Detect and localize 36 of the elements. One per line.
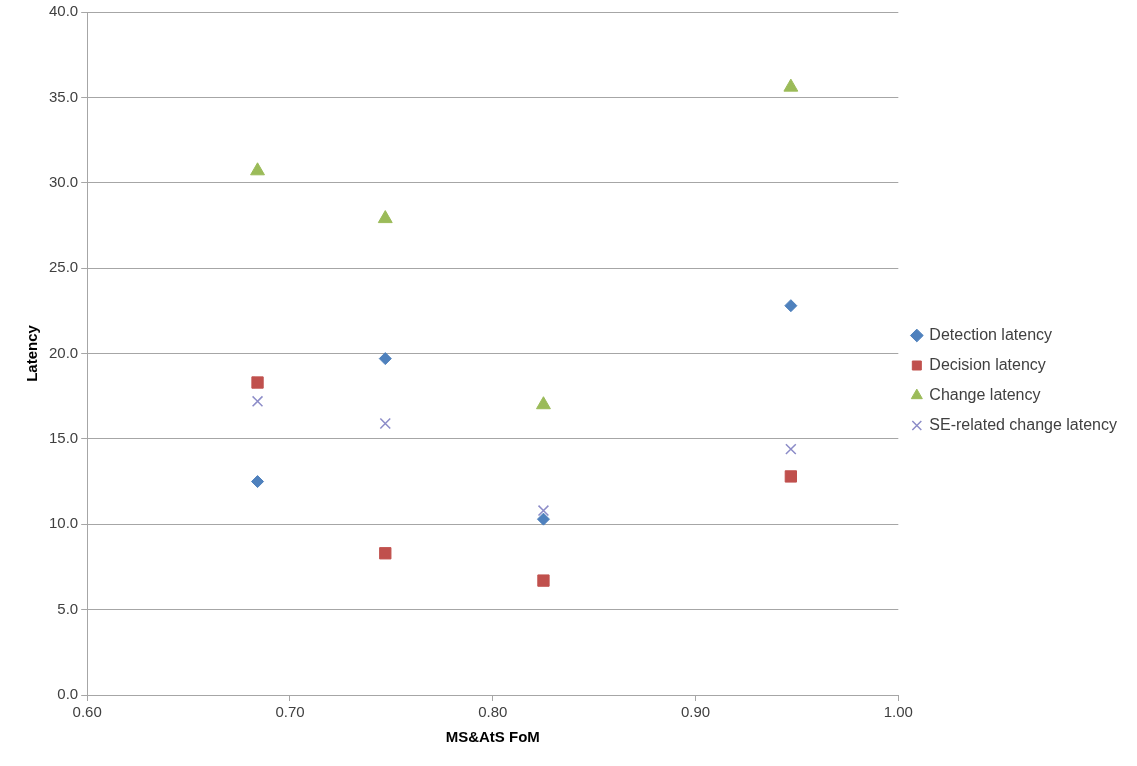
point: [536, 396, 551, 410]
point: [537, 574, 550, 587]
point: [377, 210, 393, 224]
y-axis-title: Latency: [23, 324, 41, 382]
point: [783, 78, 799, 92]
x-tick-label: 0.60: [72, 703, 102, 721]
y-tick-label: 30.0: [48, 172, 79, 190]
point: [250, 162, 265, 176]
y-tick-label: 10.0: [48, 514, 79, 532]
y-tick-label: 5.0: [57, 599, 79, 617]
point: [378, 352, 392, 366]
point: [785, 443, 797, 455]
y-tick-label: 35.0: [48, 87, 79, 105]
point: [251, 475, 265, 489]
x-tick-label: 0.80: [478, 703, 508, 721]
point: [251, 395, 264, 408]
x-tick-label: 0.70: [275, 703, 305, 721]
legend-label: Change latency: [929, 385, 1041, 403]
point: [784, 470, 798, 483]
point: [537, 504, 550, 517]
y-tick-label: 40.0: [48, 2, 79, 20]
point: [536, 512, 550, 526]
point: [379, 417, 391, 430]
x-tick-label: 0.90: [680, 703, 711, 721]
x-tick-label: 1.00: [883, 703, 913, 721]
y-tick-label: 20.0: [48, 343, 79, 361]
legend-label: Detection latency: [929, 325, 1053, 343]
point: [379, 547, 392, 560]
point: [784, 299, 798, 313]
point: [251, 376, 264, 389]
y-tick-label: 25.0: [48, 258, 79, 276]
legend-label: Decision latency: [929, 355, 1046, 373]
y-tick-label: 0.0: [57, 685, 79, 703]
x-axis-title: MS&AtS FoM: [445, 728, 540, 746]
legend-label: SE-related change latency: [929, 415, 1117, 433]
y-tick-label: 15.0: [48, 429, 79, 447]
